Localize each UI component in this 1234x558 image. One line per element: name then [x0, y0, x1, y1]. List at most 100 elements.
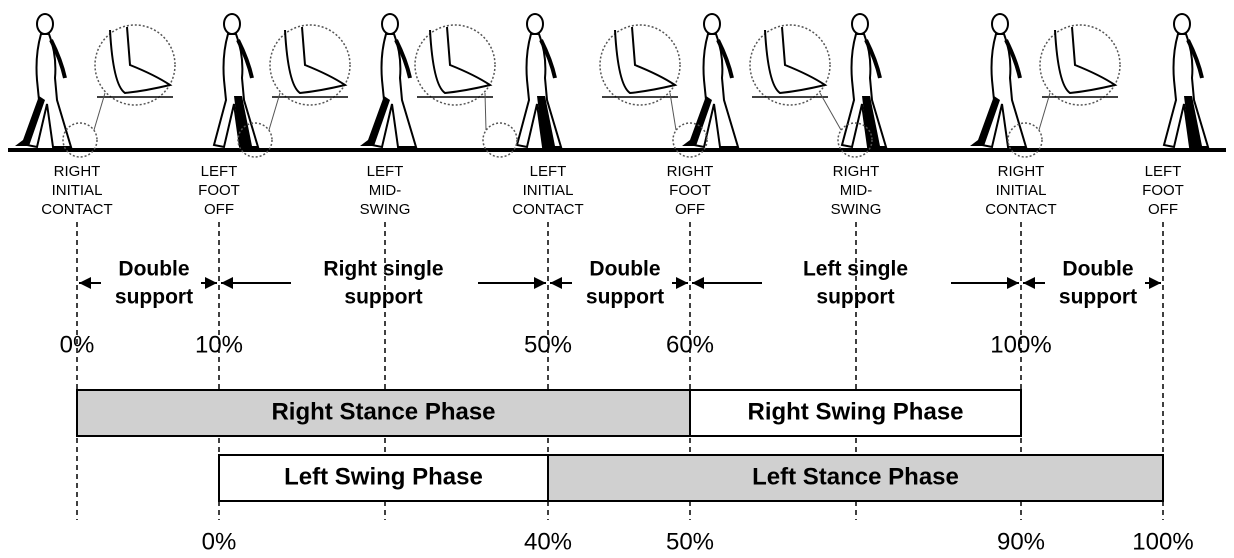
zoom-circle [94, 24, 176, 106]
support-label: support [1059, 286, 1137, 309]
foot-circle [1007, 122, 1043, 158]
figure-leg-dark [360, 96, 390, 146]
support-label: support [816, 286, 894, 309]
figure-leg-dark [862, 96, 880, 146]
event-label: INITIAL [996, 182, 1047, 199]
phase-bar [76, 389, 691, 437]
bottom-percentage: 0% [202, 528, 237, 555]
foot-circle [837, 122, 873, 158]
walking-figure [970, 13, 1028, 149]
figure-head [1173, 13, 1191, 35]
walking-figure [212, 13, 260, 149]
figure-arm [49, 39, 67, 79]
figure-arm [539, 39, 557, 79]
top-percentage: 10% [195, 331, 243, 358]
event-label: LEFT [1145, 163, 1182, 180]
figure-body [212, 33, 260, 149]
zoom-circle [1039, 24, 1121, 106]
event-label: RIGHT [667, 163, 714, 180]
figure-leg-dark [15, 96, 45, 146]
figure-head [526, 13, 544, 35]
top-percentage: 60% [666, 331, 714, 358]
phase-bar [689, 389, 1022, 437]
figure-arm [864, 39, 882, 79]
zoom-foot [284, 26, 348, 95]
bottom-percentage: 90% [997, 528, 1045, 555]
zoom-foot [614, 26, 678, 95]
figure-arm [716, 39, 734, 79]
zoom-foot [764, 26, 828, 95]
support-arrowhead [205, 277, 217, 289]
support-arrowhead [534, 277, 546, 289]
phase-label: Left Swing Phase [284, 463, 483, 490]
figure-body [840, 33, 888, 149]
event-label: OFF [204, 201, 234, 218]
walking-figure [360, 13, 418, 149]
event-label: FOOT [669, 182, 711, 199]
figure-arm [394, 39, 412, 79]
foot-circle [237, 122, 273, 158]
figure-leg-dark [970, 96, 1000, 146]
figure-arm [1004, 39, 1022, 79]
zoom-connector [819, 92, 842, 131]
support-label: Left single [803, 258, 908, 281]
top-percentage: 100% [990, 331, 1051, 358]
event-label: FOOT [198, 182, 240, 199]
event-label: CONTACT [41, 201, 112, 218]
event-label: RIGHT [833, 163, 880, 180]
phase-label: Left Stance Phase [752, 463, 959, 490]
bottom-percentage: 40% [524, 528, 572, 555]
zoom-circle [414, 24, 496, 106]
event-label: INITIAL [523, 182, 574, 199]
support-arrowhead [550, 277, 562, 289]
event-label: SWING [360, 201, 411, 218]
zoom-connector [1038, 92, 1051, 131]
phase-bar [547, 454, 1164, 502]
foot-circle [672, 122, 708, 158]
zoom-connector [93, 92, 106, 131]
top-percentage: 50% [524, 331, 572, 358]
figure-body [515, 33, 563, 149]
support-arrowhead [79, 277, 91, 289]
event-label: CONTACT [985, 201, 1056, 218]
figure-arm [236, 39, 254, 79]
zoom-circle [269, 24, 351, 106]
figure-head [991, 13, 1009, 35]
zoom-foot [429, 26, 493, 95]
support-label: support [586, 286, 664, 309]
event-label: SWING [831, 201, 882, 218]
figure-leg-dark [234, 96, 252, 146]
event-label: FOOT [1142, 182, 1184, 199]
event-label: LEFT [201, 163, 238, 180]
walking-figure [1162, 13, 1210, 149]
event-label: RIGHT [998, 163, 1045, 180]
top-percentage: 0% [60, 331, 95, 358]
event-label: INITIAL [52, 182, 103, 199]
zoom-connector [669, 92, 677, 131]
zoom-circle [749, 24, 831, 106]
zoom-foot [109, 26, 173, 95]
figure-body [1162, 33, 1210, 149]
event-label: CONTACT [512, 201, 583, 218]
zoom-connector [484, 92, 487, 131]
support-label: support [344, 286, 422, 309]
figure-head [223, 13, 241, 35]
support-arrowhead [676, 277, 688, 289]
event-label: OFF [675, 201, 705, 218]
phase-label: Right Swing Phase [747, 398, 963, 425]
support-arrowhead [1007, 277, 1019, 289]
zoom-circle [599, 24, 681, 106]
figure-arm [1186, 39, 1204, 79]
figure-head [381, 13, 399, 35]
support-arrowhead [1149, 277, 1161, 289]
phase-bar [218, 454, 549, 502]
figure-leg-dark [1184, 96, 1202, 146]
support-arrowhead [1023, 277, 1035, 289]
figure-leg-dark [537, 96, 555, 146]
event-label: OFF [1148, 201, 1178, 218]
figure-leg-dark [682, 96, 712, 146]
support-label: Double [1062, 258, 1133, 281]
support-label: support [115, 286, 193, 309]
